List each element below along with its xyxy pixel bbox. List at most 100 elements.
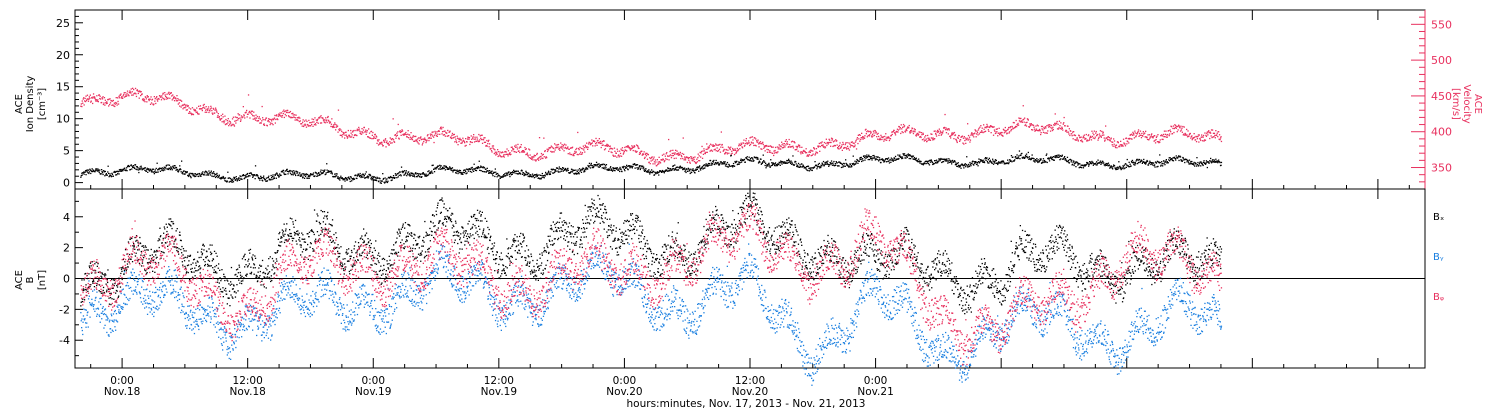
density-series-point (854, 163, 857, 165)
velocity-series-point (685, 157, 687, 159)
velocity-series-point (703, 148, 705, 150)
density-series-point (424, 174, 426, 176)
velocity-series-point (97, 99, 99, 101)
density-series-point (1126, 164, 1128, 166)
density-series-point (1067, 159, 1070, 162)
density-series-point (795, 163, 797, 165)
velocity-series-point (1203, 139, 1206, 141)
density-series-point (867, 155, 869, 158)
velocity-series-point (824, 147, 826, 149)
velocity-series-point (959, 139, 962, 141)
density-series-point (182, 171, 184, 173)
density-series-point (638, 167, 640, 169)
velocity-series-point (179, 105, 181, 107)
velocity-series-point (765, 144, 768, 147)
velocity-series-point (611, 151, 613, 154)
density-series-point (257, 175, 259, 177)
density-series-point (1119, 165, 1121, 167)
velocity-series-point (319, 117, 321, 119)
density-series-point (809, 169, 811, 171)
velocity-series-point (814, 153, 817, 155)
velocity-series-point (447, 129, 449, 132)
velocity-series-point (1177, 129, 1179, 131)
density-series-point (1134, 161, 1136, 164)
velocity-series-point (1200, 139, 1202, 142)
velocity-series-point (145, 98, 147, 100)
velocity-series-point (400, 130, 403, 133)
density-series-point (827, 163, 829, 166)
density-series-point (697, 166, 699, 168)
velocity-series-point (740, 144, 742, 146)
density-series-point (436, 167, 438, 169)
density-series-point (1194, 165, 1196, 167)
density-series-point (383, 181, 385, 183)
velocity-series-point (411, 137, 413, 139)
density-series-point (602, 163, 604, 165)
velocity-series-point (622, 153, 624, 155)
density-series-point (350, 176, 352, 178)
velocity-series-point (212, 107, 214, 110)
density-series-point (922, 164, 924, 166)
velocity-series-point (652, 163, 654, 165)
density-series-point (850, 166, 852, 168)
velocity-series-point (514, 145, 516, 147)
velocity-series-point (1196, 136, 1198, 138)
density-series-point (397, 176, 399, 178)
density-series-point (384, 177, 386, 179)
velocity-series-point (393, 141, 396, 143)
velocity-series-point (1198, 134, 1200, 136)
velocity-series-point (1181, 127, 1183, 129)
density-series-point (991, 161, 993, 164)
density-series-point (384, 182, 386, 184)
density-series-point (937, 161, 939, 163)
density-series-point (772, 163, 774, 165)
velocity-series-point (833, 145, 835, 147)
velocity-series-point (437, 133, 439, 135)
velocity-series-point (319, 116, 321, 118)
velocity-series-point (1035, 128, 1038, 130)
velocity-series-point (546, 150, 549, 153)
velocity-series-point (168, 93, 171, 96)
velocity-series-point (842, 141, 844, 144)
velocity-series-point (1133, 137, 1135, 139)
velocity-series-point (453, 133, 455, 136)
velocity-series-point (569, 153, 571, 156)
density-series-point (513, 169, 515, 171)
velocity-series-point (859, 140, 861, 142)
density-series-point (893, 159, 895, 161)
velocity-series-point (152, 104, 155, 106)
velocity-series-point (435, 133, 437, 135)
velocity-series-point (327, 116, 329, 119)
density-series-point (1198, 164, 1200, 167)
density-series-point (226, 180, 228, 182)
velocity-series-point (451, 132, 454, 135)
density-series-point (910, 158, 912, 160)
density-series-point (359, 175, 361, 178)
velocity-series-point (515, 144, 517, 146)
density-series-point (724, 165, 727, 167)
velocity-series-point (277, 115, 279, 117)
density-series-point (1181, 159, 1183, 161)
velocity-series-point (1125, 137, 1127, 139)
density-series-point (637, 168, 639, 170)
density-series-point (580, 171, 583, 173)
density-series-point (723, 161, 725, 163)
density-series-point (676, 169, 678, 171)
velocity-series-point (387, 142, 390, 144)
velocity-series-point (693, 160, 696, 163)
velocity-series-point (518, 150, 520, 152)
velocity-series-point (490, 147, 492, 150)
velocity-series-point (1016, 126, 1018, 128)
velocity-series-point (1164, 133, 1167, 135)
density-series-point (976, 163, 978, 165)
velocity-series-point (670, 157, 673, 159)
velocity-series-point (547, 149, 550, 151)
velocity-series-point (240, 119, 242, 121)
velocity-series-point (281, 114, 284, 117)
velocity-series-point (865, 133, 867, 135)
density-series-point (616, 167, 618, 170)
density-series-point (273, 177, 276, 179)
density-series-point (487, 170, 489, 172)
density-series-point (726, 165, 728, 168)
density-series-point (508, 173, 511, 176)
